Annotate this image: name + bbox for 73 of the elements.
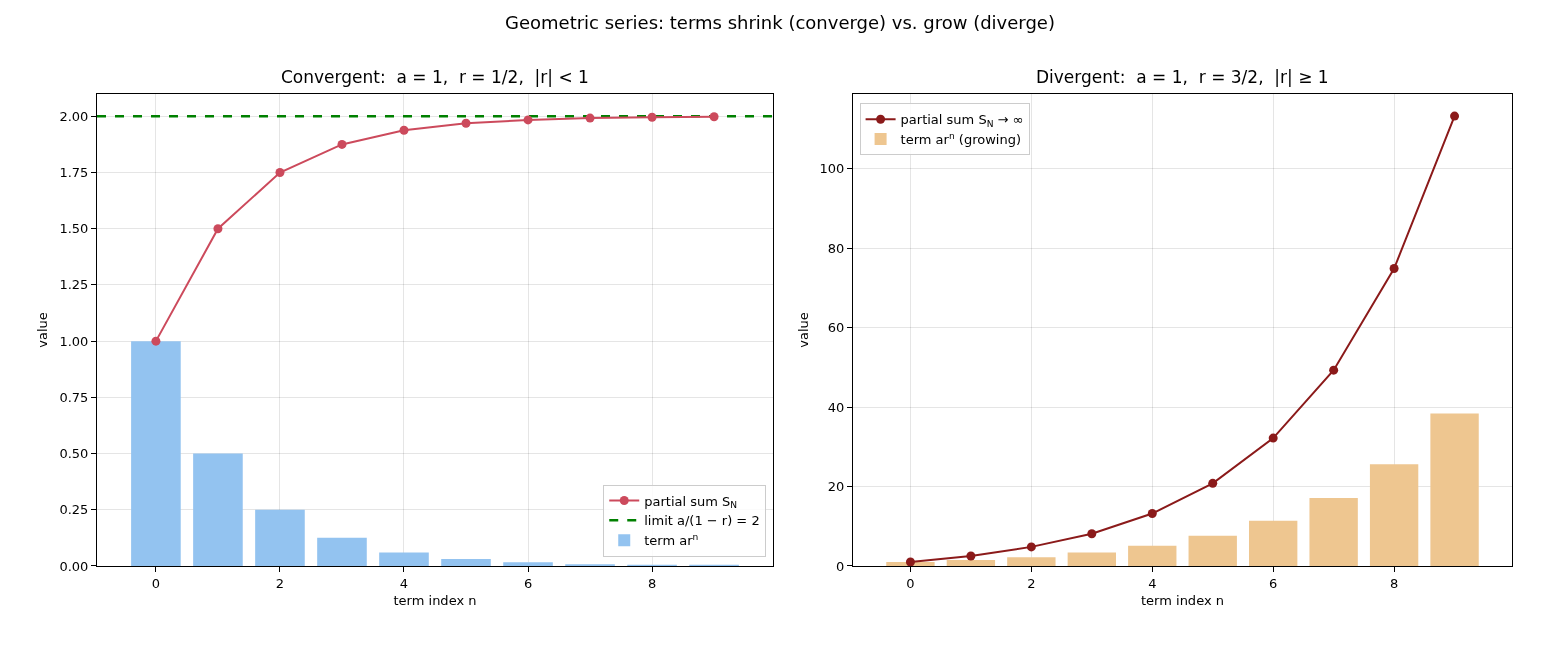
point [709, 112, 719, 122]
y-axis-title: value [35, 312, 51, 348]
bar [503, 562, 553, 566]
y-tick-label: 0.75 [59, 389, 89, 405]
y-tick-label: 40 [827, 399, 845, 415]
x-tick-label: 8 [647, 575, 657, 591]
y-tick-label: 80 [827, 240, 845, 256]
bar [1067, 552, 1116, 566]
legend-label: limit a/(1 − r) = 2 [644, 513, 760, 529]
y-tick-label: 100 [819, 161, 845, 177]
point [151, 336, 161, 346]
x-tick-label: 2 [275, 575, 285, 591]
bar [255, 509, 305, 566]
x-tick-label: 6 [1269, 575, 1278, 591]
point [647, 112, 657, 122]
point [1026, 542, 1036, 552]
bar [441, 558, 491, 566]
x-tick-label: 0 [151, 575, 161, 591]
y-tick-label: 2.00 [59, 108, 89, 124]
point [337, 139, 347, 149]
y-tick-label: 60 [827, 320, 845, 336]
x-tick-label: 8 [1389, 575, 1399, 591]
bar [131, 341, 181, 566]
point [1389, 264, 1399, 274]
point [1147, 509, 1157, 519]
bar [1309, 498, 1358, 566]
chart-title: Divergent: a = 1, r = 3/2, |r| ≥ 1 [1036, 67, 1329, 87]
point [275, 168, 285, 178]
x-tick-label: 4 [1148, 575, 1157, 591]
bar [1249, 520, 1298, 566]
bar [1188, 535, 1237, 566]
point [461, 118, 471, 128]
y-tick-label: 0.25 [59, 502, 89, 518]
bar [193, 453, 243, 566]
legend-label: partial sum S$_{N}$ [644, 493, 738, 511]
y-tick-label: 0.50 [59, 446, 89, 462]
y-axis-title: value [795, 312, 811, 348]
y-tick-label: 0 [836, 558, 845, 574]
bar [1128, 545, 1177, 566]
point [585, 113, 595, 123]
legend-label: partial sum S$_{N}$ → ∞ [900, 112, 1024, 130]
point [1087, 529, 1097, 539]
bar [317, 537, 367, 566]
y-tick-label: 1.50 [59, 221, 89, 237]
bar [1007, 557, 1056, 566]
y-tick-label: 0.00 [59, 558, 89, 574]
y-tick-label: 1.25 [59, 277, 89, 293]
bar [1369, 464, 1419, 566]
x-tick-label: 0 [906, 575, 915, 591]
y-tick-label: 1.00 [59, 333, 89, 349]
point [905, 557, 915, 566]
x-tick-label: 2 [1027, 575, 1036, 591]
legend-label: term ar$^{n}$ (growing) [900, 130, 1021, 148]
point [1329, 365, 1339, 375]
point [399, 125, 409, 135]
x-tick-label: 6 [523, 575, 533, 591]
bar [379, 552, 429, 566]
point [213, 224, 223, 234]
point [1450, 111, 1460, 121]
text: Geometric series: terms shrink (converge) vs. grow (diverge) [505, 12, 1055, 33]
y-tick-label: 20 [827, 479, 845, 495]
point [1268, 433, 1278, 443]
x-tick-label: 4 [399, 575, 409, 591]
chart-title: Convergent: a = 1, r = 1/2, |r| < 1 [281, 67, 589, 87]
legend-label: term ar$^{n}$ [644, 531, 699, 549]
x-axis-title: term index n [1141, 593, 1224, 609]
y-tick-label: 1.75 [59, 165, 89, 181]
point [523, 115, 533, 125]
point [966, 551, 976, 561]
bar [1430, 413, 1479, 566]
point [1208, 478, 1218, 488]
bar [946, 559, 996, 566]
x-axis-title: term index n [393, 593, 477, 609]
